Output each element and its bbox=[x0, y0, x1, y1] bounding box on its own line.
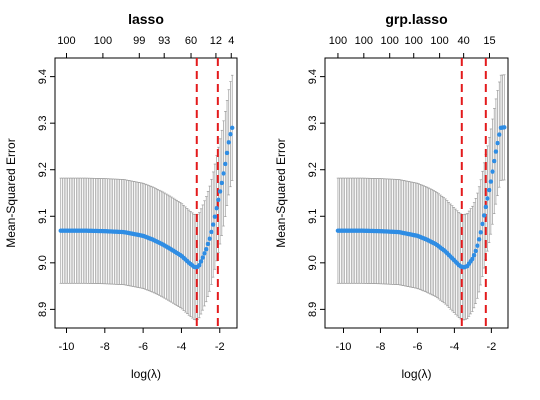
cv-point bbox=[486, 187, 492, 193]
cv-point bbox=[471, 253, 477, 258]
top-tick-label: 100 bbox=[329, 35, 347, 47]
cv-point bbox=[475, 243, 480, 248]
cv-point bbox=[205, 241, 211, 247]
x-tick-label: -2 bbox=[215, 341, 225, 353]
cv-point bbox=[226, 140, 231, 145]
cv-point bbox=[209, 229, 214, 235]
y-tick-label: 9.4 bbox=[307, 69, 319, 84]
y-tick-label: 8.9 bbox=[307, 302, 319, 317]
grp-lasso-panel: grp.lasso -10 -8 -6 -4 -2 8.9 9.0 9.1 9.2 9.3 9.4 10… bbox=[274, 11, 509, 381]
chart-title: lasso bbox=[128, 11, 164, 27]
top-tick-label: 100 bbox=[405, 35, 423, 47]
cv-point bbox=[202, 251, 207, 256]
cv-point bbox=[228, 131, 233, 137]
cv-point bbox=[217, 189, 223, 194]
x-tick-label: -2 bbox=[486, 341, 496, 353]
top-tick-label: 4 bbox=[228, 35, 234, 47]
error-bars bbox=[59, 74, 234, 321]
cv-point bbox=[497, 132, 502, 137]
cv-point bbox=[476, 237, 482, 242]
cv-point bbox=[223, 161, 228, 167]
chart-title: grp.lasso bbox=[385, 11, 447, 27]
cv-point bbox=[207, 236, 212, 241]
x-axis-label: log(λ) bbox=[401, 367, 431, 381]
cv-point bbox=[481, 213, 487, 218]
top-tick-label: 100 bbox=[94, 35, 112, 47]
top-tick-label: 93 bbox=[158, 35, 170, 47]
x-tick-label: -4 bbox=[450, 341, 460, 353]
cv-point bbox=[221, 171, 226, 176]
cv-point bbox=[210, 222, 216, 227]
top-tick-label: 12 bbox=[210, 35, 222, 47]
y-tick-label: 9.2 bbox=[307, 162, 319, 177]
cv-point bbox=[224, 150, 230, 156]
cv-point bbox=[495, 140, 500, 146]
top-tick-label: 100 bbox=[57, 35, 75, 47]
error-bars bbox=[336, 74, 506, 321]
cv-point bbox=[473, 248, 478, 254]
y-tick-label: 9.1 bbox=[307, 209, 319, 224]
x-axis-label: log(λ) bbox=[131, 367, 161, 381]
cv-point bbox=[485, 196, 490, 201]
cv-point bbox=[216, 197, 221, 203]
y-tick-label: 9.3 bbox=[307, 116, 319, 131]
x-tick-label: -8 bbox=[100, 341, 110, 353]
cv-point bbox=[470, 256, 475, 262]
cv-point bbox=[214, 206, 219, 211]
cv-point bbox=[490, 169, 495, 174]
top-tick-label: 60 bbox=[185, 35, 197, 47]
top-tick-label: 100 bbox=[430, 35, 448, 47]
y-tick-label: 8.9 bbox=[37, 302, 49, 317]
cv-point bbox=[219, 180, 225, 186]
plot-frame bbox=[324, 57, 509, 329]
cv-point bbox=[198, 259, 204, 264]
cv-point bbox=[480, 221, 485, 227]
x-tick-label: -4 bbox=[177, 341, 187, 353]
top-tick-label: 100 bbox=[381, 35, 399, 47]
x-tick-label: -6 bbox=[138, 341, 148, 353]
y-tick-label: 9.1 bbox=[37, 209, 49, 224]
y-axis-label: Mean-Squared Error bbox=[274, 138, 288, 247]
y-tick-label: 9.2 bbox=[37, 162, 49, 177]
y-axis-label: Mean-Squared Error bbox=[4, 138, 18, 247]
plot-frame bbox=[54, 57, 238, 329]
cv-point bbox=[204, 246, 209, 252]
cv-points bbox=[58, 125, 235, 270]
cv-point bbox=[502, 125, 507, 130]
x-tick-label: -10 bbox=[336, 341, 352, 353]
cv-points bbox=[335, 125, 507, 270]
cv-point bbox=[483, 204, 489, 210]
y-tick-label: 9.0 bbox=[307, 255, 319, 270]
cv-point bbox=[492, 158, 497, 164]
top-tick-label: 99 bbox=[133, 35, 145, 47]
lasso-panel: lasso -10 -8 -6 -4 -2 8.9 9.0 9.1 9.2 9.3 9.4 100 100… bbox=[4, 11, 238, 381]
cv-point bbox=[478, 230, 483, 235]
cv-point bbox=[230, 125, 235, 131]
x-tick-label: -10 bbox=[59, 341, 75, 353]
cv-point bbox=[488, 179, 494, 184]
cv-point bbox=[212, 214, 218, 219]
top-tick-label: 15 bbox=[483, 35, 495, 47]
y-tick-label: 9.4 bbox=[37, 69, 49, 84]
y-tick-label: 9.3 bbox=[37, 116, 49, 131]
cv-point bbox=[200, 255, 205, 260]
top-tick-label: 40 bbox=[458, 35, 470, 47]
top-tick-label: 100 bbox=[355, 35, 373, 47]
y-tick-label: 9.0 bbox=[37, 255, 49, 270]
cv-point bbox=[493, 149, 499, 154]
cv-point bbox=[197, 262, 202, 268]
x-tick-label: -6 bbox=[413, 341, 423, 353]
x-tick-label: -8 bbox=[376, 341, 386, 353]
